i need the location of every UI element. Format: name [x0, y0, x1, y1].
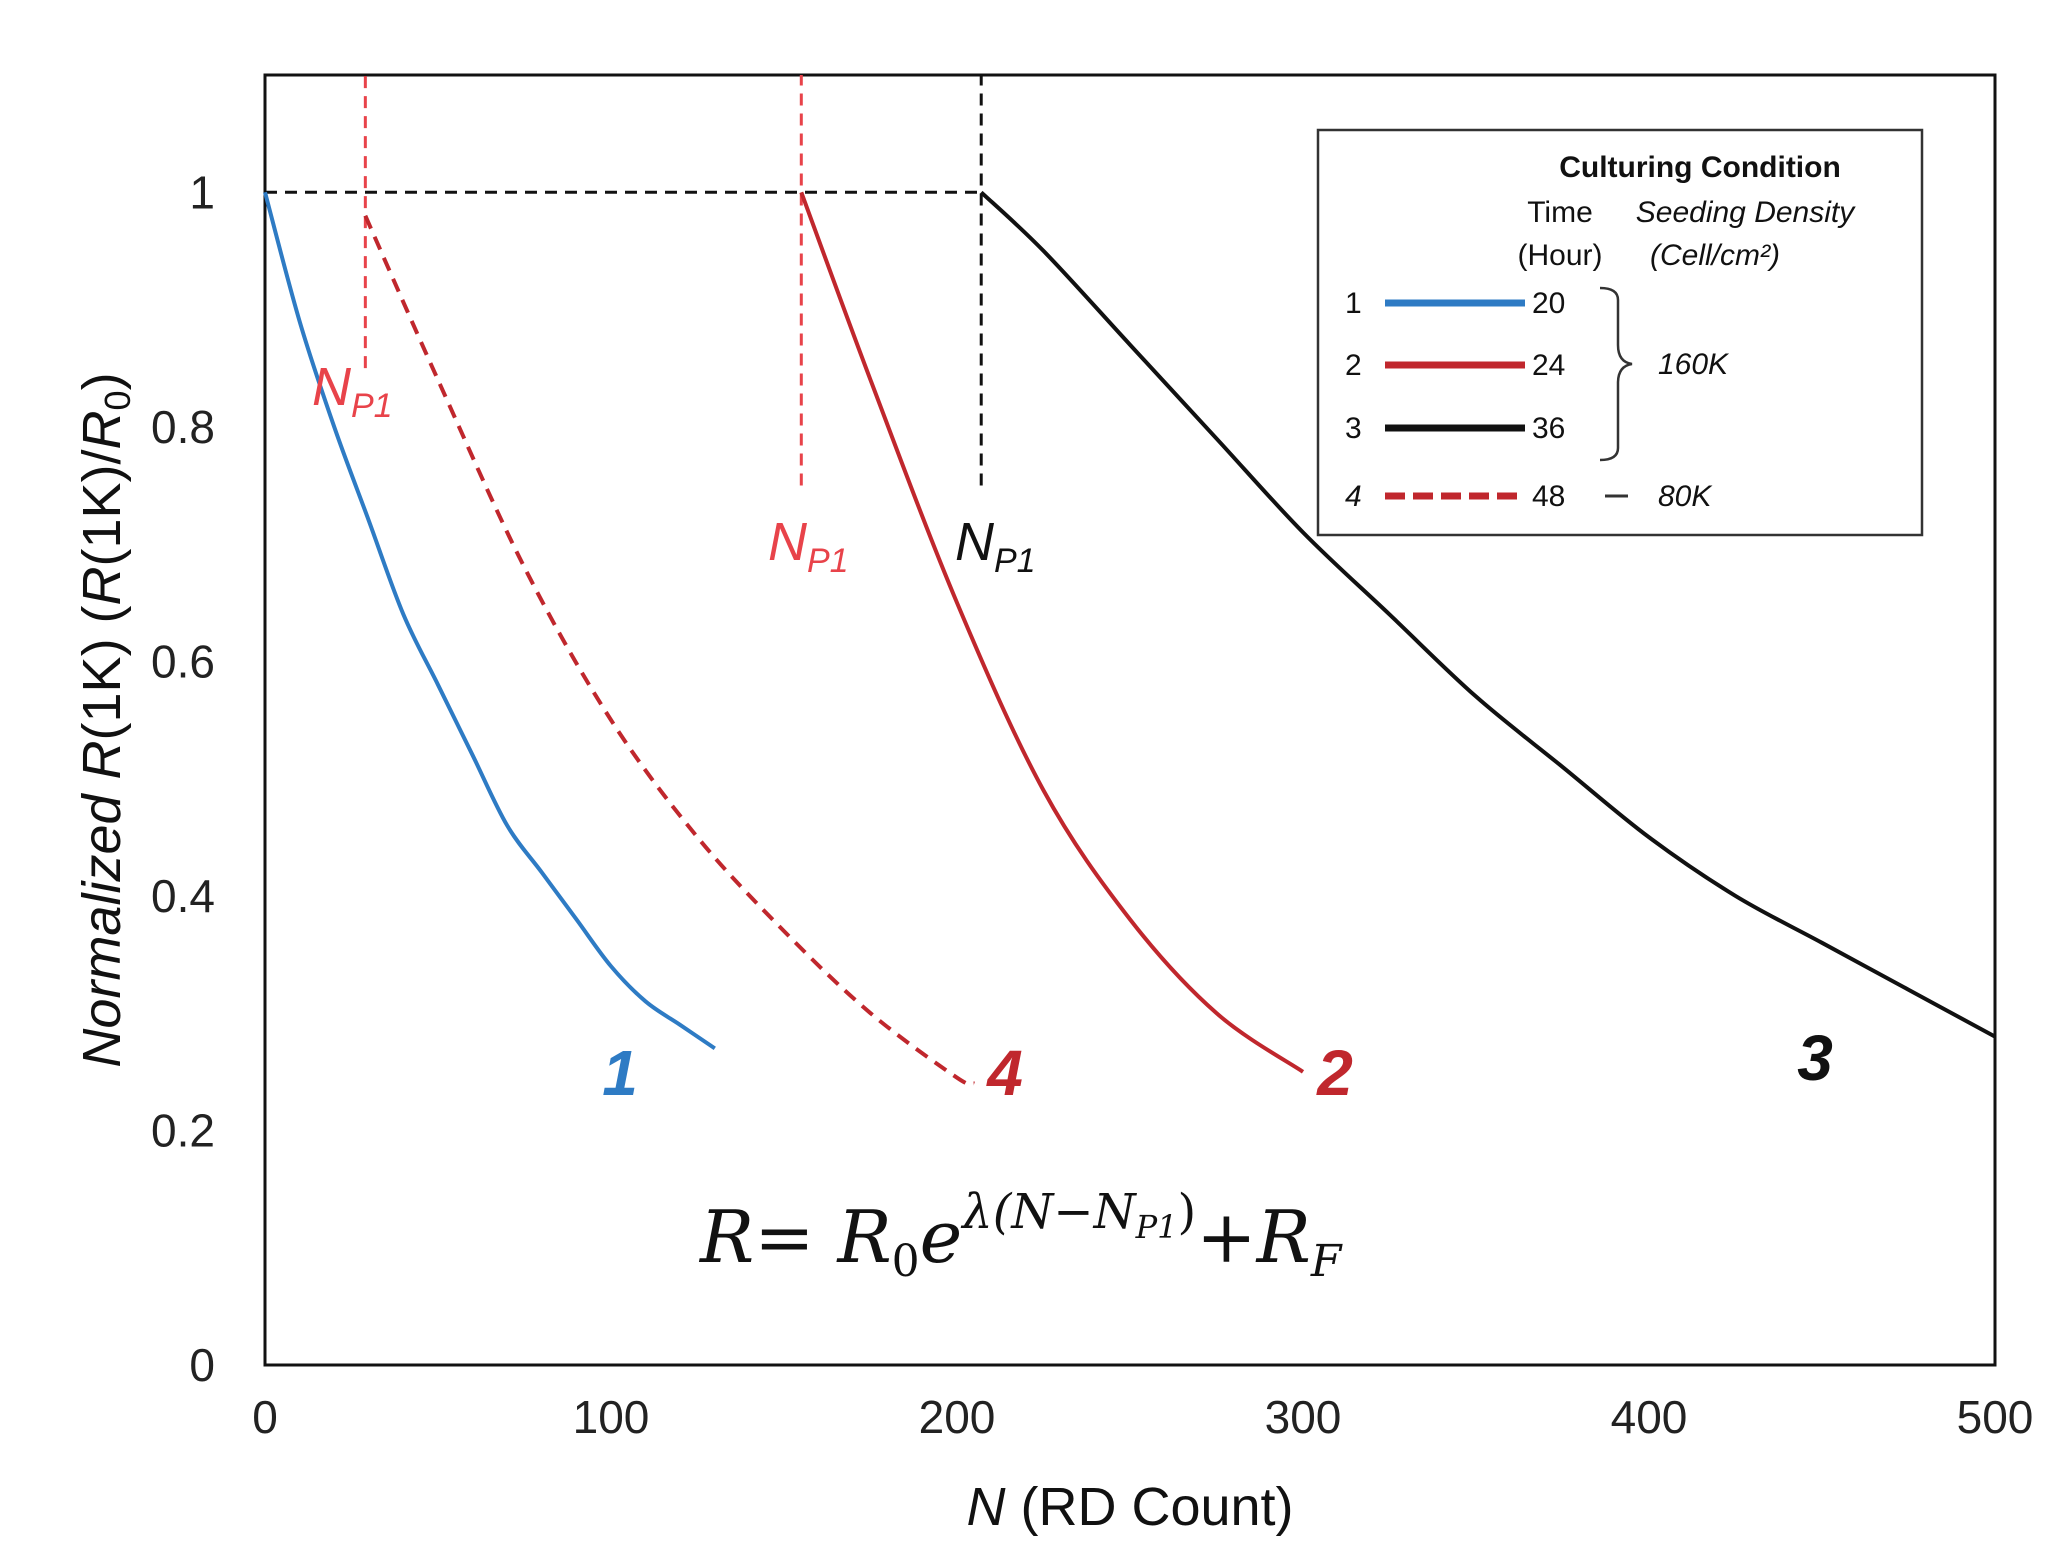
y-tick-label-0.6: 0.6	[151, 635, 215, 687]
series-line-1	[263, 191, 716, 1051]
legend-entry-2-time: 24	[1532, 349, 1565, 382]
y-axis-title: Normalized R(1K) (R(1K)/R0)	[72, 372, 138, 1067]
legend-density-group: 160K	[1658, 348, 1730, 381]
np1-label-2: NP1	[768, 512, 849, 580]
plot-area	[263, 73, 1997, 1367]
legend-entries: 1 20 2 24 3 36 4 48	[1345, 287, 1565, 513]
legend-entry-4-number: 4	[1345, 480, 1362, 513]
curve-label-1: 1	[602, 1037, 638, 1109]
x-ticks: 0 100 200 300 400 500	[252, 1391, 2033, 1443]
curve-label-2: 2	[1316, 1037, 1353, 1109]
x-axis-title: N (RD Count)	[966, 1477, 1293, 1537]
legend-density-single: 80K	[1658, 480, 1713, 513]
x-tick-label-200: 200	[919, 1391, 996, 1443]
series-group	[263, 190, 1996, 1087]
series-line-4	[363, 214, 975, 1087]
legend-entry-1-time: 20	[1532, 287, 1565, 320]
y-tick-label-1: 1	[189, 166, 215, 218]
curve-label-3: 3	[1797, 1022, 1833, 1094]
equation: R= R0eλ(N−NP1)+RF	[698, 1184, 1343, 1287]
x-tick-label-500: 500	[1957, 1391, 2034, 1443]
y-tick-label-0.2: 0.2	[151, 1104, 215, 1156]
legend-brace	[1599, 286, 1633, 462]
x-tick-label-300: 300	[1265, 1391, 1342, 1443]
curve-label-4: 4	[985, 1037, 1023, 1109]
x-tick-label-100: 100	[573, 1391, 650, 1443]
series-line-3	[979, 190, 1996, 1039]
legend-entry-3-number: 3	[1345, 412, 1362, 445]
legend-entry-1-number: 1	[1345, 287, 1362, 320]
legend: Culturing Condition Time (Hour) Seeding …	[1316, 128, 1924, 537]
y-tick-label-0: 0	[189, 1339, 215, 1391]
legend-col-seed-1: Seeding Density	[1636, 196, 1856, 229]
legend-title: Culturing Condition	[1559, 151, 1841, 184]
legend-entry-3-time: 36	[1532, 412, 1565, 445]
np1-label-4: NP1	[312, 357, 393, 425]
y-tick-label-0.4: 0.4	[151, 870, 215, 922]
x-tick-label-0: 0	[252, 1391, 278, 1443]
legend-col-time-1: Time	[1527, 196, 1593, 229]
legend-entry-4-time: 48	[1532, 480, 1565, 513]
x-tick-label-400: 400	[1611, 1391, 1688, 1443]
legend-col-seed-2: (Cell/cm²)	[1650, 239, 1780, 272]
np1-label-3: NP1	[955, 512, 1036, 580]
legend-col-time-2: (Hour)	[1517, 239, 1602, 272]
legend-box	[1316, 128, 1924, 537]
y-tick-label-0.8: 0.8	[151, 401, 215, 453]
legend-entry-2-number: 2	[1345, 349, 1362, 382]
y-ticks: 0 0.2 0.4 0.6 0.8 1	[151, 166, 215, 1391]
series-line-2	[799, 191, 1305, 1074]
reference-lines	[265, 75, 983, 486]
